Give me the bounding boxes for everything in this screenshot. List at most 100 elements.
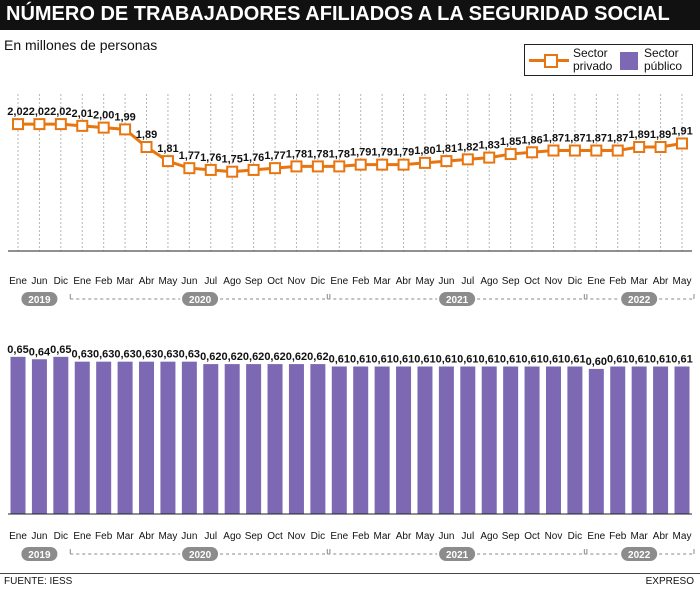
month-tick-label: Ago	[480, 276, 498, 287]
private-value-label: 1,79	[371, 147, 392, 159]
legend: Sector privado Sector público	[524, 44, 693, 76]
private-value-label: 1,76	[200, 152, 221, 164]
public-value-label: 0,62	[307, 351, 328, 363]
private-data-point	[12, 118, 24, 131]
month-tick-label: Ene	[587, 276, 605, 287]
private-data-point	[654, 141, 667, 154]
private-data-point	[76, 119, 89, 132]
private-data-point	[333, 160, 346, 173]
public-value-label: 0,62	[200, 351, 221, 363]
month-tick-label: Feb	[609, 276, 627, 287]
public-bar	[567, 366, 583, 514]
month-tick-label: Mar	[116, 276, 134, 287]
month-tick-label: Abr	[653, 531, 669, 542]
month-tick-label: Nov	[288, 276, 306, 287]
month-tick-label: Feb	[352, 276, 370, 287]
private-data-point	[376, 158, 389, 171]
public-value-label: 0,63	[136, 349, 157, 361]
public-bar	[117, 361, 133, 514]
public-value-label: 0,64	[29, 346, 51, 358]
private-data-point	[676, 137, 688, 150]
year-badge-label: 2020	[189, 295, 212, 306]
public-bar	[246, 364, 262, 514]
public-bar	[588, 368, 604, 514]
private-data-point	[590, 144, 603, 157]
public-bar	[460, 366, 476, 514]
month-tick-label: Jun	[31, 531, 47, 542]
public-bar	[139, 361, 155, 514]
private-data-point	[97, 121, 110, 134]
public-value-label: 0,63	[114, 349, 135, 361]
month-tick-label: Abr	[139, 276, 155, 287]
private-data-point	[290, 160, 303, 173]
source-note: FUENTE: IESS	[4, 576, 73, 587]
year-badge	[21, 547, 58, 561]
private-value-label: 2,02	[7, 106, 28, 118]
public-value-label: 0,61	[650, 354, 671, 366]
public-bar	[631, 366, 647, 514]
legend-item-private: Sector privado	[529, 45, 612, 75]
month-tick-label: Jul	[461, 276, 474, 287]
month-tick-label: Abr	[653, 276, 669, 287]
private-data-point	[204, 163, 217, 176]
public-value-label: 0,60	[586, 356, 607, 368]
legend-bar-swatch	[620, 52, 638, 70]
public-value-label: 0,61	[350, 354, 371, 366]
public-bar	[374, 366, 390, 514]
month-tick-label: Ene	[73, 531, 91, 542]
month-tick-label: Ene	[9, 531, 27, 542]
month-tick-label: Ene	[73, 276, 91, 287]
private-value-label: 2,02	[50, 106, 71, 118]
private-value-label: 1,89	[650, 129, 671, 141]
public-value-label: 0,62	[264, 351, 285, 363]
private-value-label: 1,87	[564, 133, 585, 145]
legend-private-label-1: Sector	[573, 46, 608, 60]
month-tick-label: Mar	[374, 531, 392, 542]
public-bar	[10, 356, 26, 514]
month-tick-label: Oct	[524, 276, 540, 287]
public-bar	[288, 364, 304, 514]
private-data-point	[397, 158, 410, 171]
private-value-label: 2,00	[93, 110, 114, 122]
month-tick-label: Ene	[587, 531, 605, 542]
year-badge	[182, 547, 219, 561]
legend-public-label-1: Sector	[644, 46, 679, 60]
year-badge-label: 2022	[628, 550, 651, 561]
month-tick-label: Ago	[223, 531, 241, 542]
public-bar	[203, 364, 219, 514]
year-badge-label: 2019	[28, 295, 51, 306]
legend-public-label-2: público	[644, 59, 683, 73]
private-value-label: 1,87	[586, 133, 607, 145]
public-value-label: 0,61	[521, 354, 542, 366]
public-bar	[181, 361, 197, 514]
private-value-label: 1,77	[264, 150, 285, 162]
month-tick-label: Jun	[181, 276, 197, 287]
month-tick-label: Ago	[480, 531, 498, 542]
year-badge-label: 2021	[446, 295, 469, 306]
public-bar	[674, 366, 690, 514]
month-tick-label: Jul	[204, 276, 217, 287]
public-bar	[353, 366, 369, 514]
private-value-label: 1,80	[414, 145, 435, 157]
private-value-label: 1,76	[243, 152, 264, 164]
year-badge	[621, 292, 658, 306]
month-tick-label: Abr	[139, 531, 155, 542]
public-value-label: 0,63	[93, 349, 114, 361]
legend-item-public: Sector público	[620, 45, 690, 75]
public-value-label: 0,61	[479, 354, 500, 366]
private-value-label: 1,83	[479, 140, 500, 152]
private-data-point	[568, 144, 581, 157]
public-value-label: 0,61	[329, 354, 350, 366]
chart-subtitle: En millones de personas	[4, 37, 158, 53]
month-tick-label: Feb	[352, 531, 370, 542]
month-tick-label: Ene	[330, 276, 348, 287]
public-bar	[31, 359, 47, 514]
year-badge	[439, 547, 476, 561]
private-data-point	[311, 160, 324, 173]
private-value-label: 2,01	[72, 108, 93, 120]
private-value-label: 1,78	[286, 148, 307, 160]
private-sector-line-chart: 2,02 2,02 2,02 2,01 2,00 1,991,891,811,77 1,76…	[7, 94, 695, 306]
public-value-label: 0,61	[543, 354, 564, 366]
private-data-point	[461, 153, 474, 166]
public-bar	[417, 366, 433, 514]
